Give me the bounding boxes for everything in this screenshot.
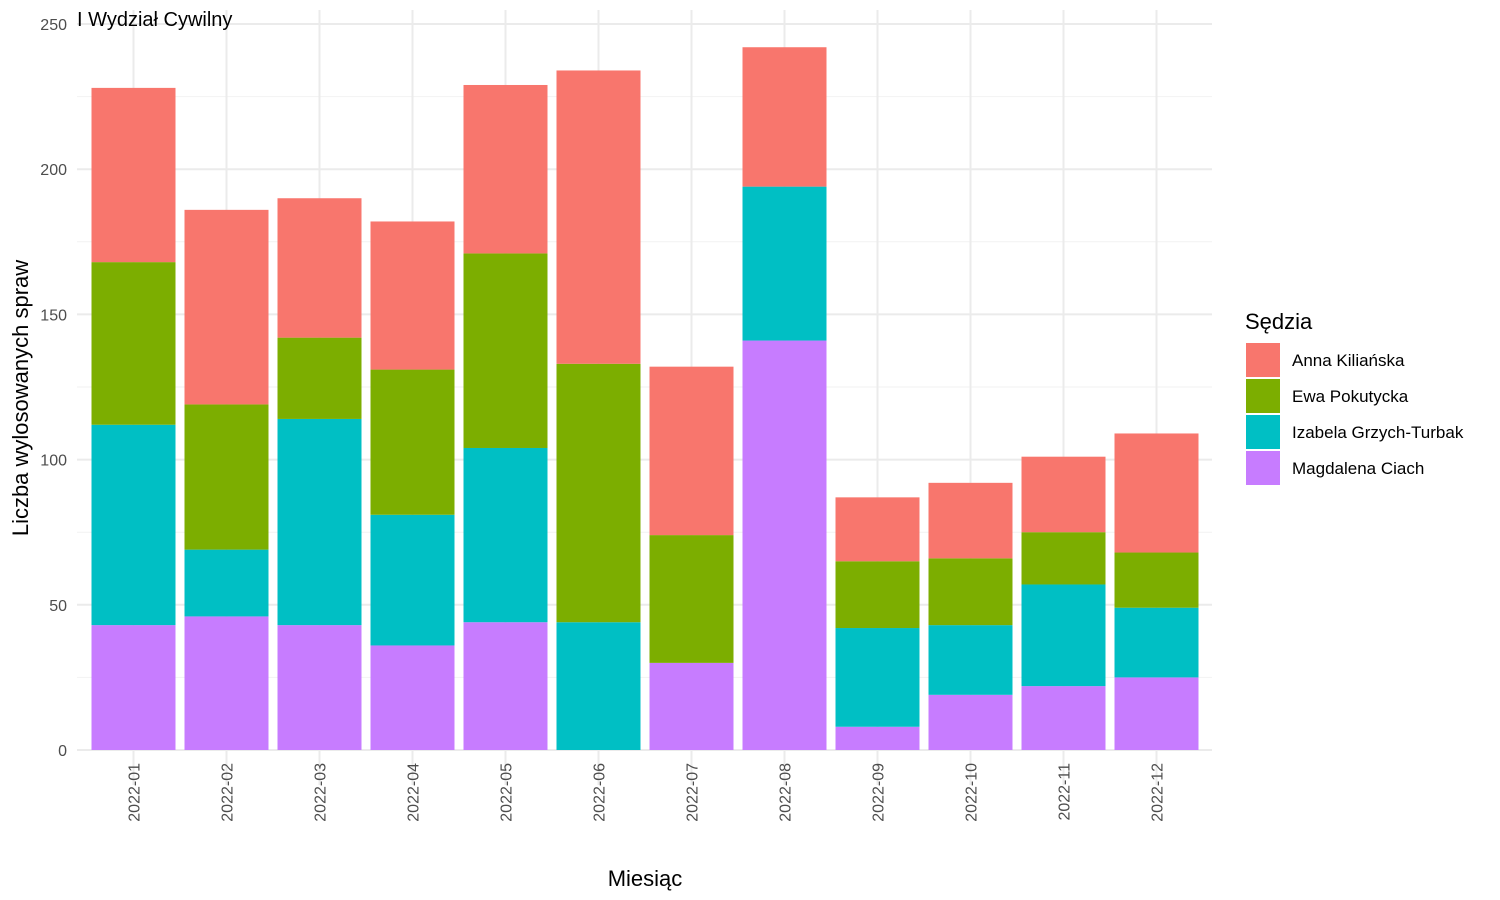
- x-tick-label: 2022-09: [871, 763, 888, 822]
- bar-segment: [649, 662, 734, 750]
- bar-segment: [184, 209, 269, 405]
- bar-segment: [1021, 456, 1106, 533]
- x-axis-title: Miesiąc: [608, 866, 683, 891]
- x-tick-label: 2022-12: [1150, 763, 1167, 822]
- legend-label: Ewa Pokutycka: [1292, 387, 1409, 406]
- x-tick-label: 2022-01: [127, 763, 144, 822]
- bars: [91, 47, 1199, 750]
- bar-segment: [370, 514, 455, 646]
- bar-segment: [649, 366, 734, 536]
- bar-segment: [835, 726, 920, 750]
- legend-label: Izabela Grzych-Turbak: [1292, 423, 1464, 442]
- bar-segment: [370, 221, 455, 370]
- bar-segment: [463, 622, 548, 750]
- bar-segment: [742, 186, 827, 341]
- bar-segment: [742, 47, 827, 187]
- bar-segment: [277, 625, 362, 750]
- bar-segment: [184, 549, 269, 617]
- bar-segment: [1114, 607, 1199, 678]
- bar-segment: [463, 447, 548, 623]
- bar-segment: [649, 535, 734, 663]
- x-tick-label: 2022-07: [685, 763, 702, 822]
- bar-segment: [277, 198, 362, 338]
- bar-segment: [91, 424, 176, 626]
- chart-title: I Wydział Cywilny: [77, 9, 232, 31]
- bar-segment: [928, 558, 1013, 626]
- bar-segment: [556, 70, 641, 364]
- y-tick-label: 50: [49, 598, 67, 615]
- x-tick-label: 2022-03: [313, 763, 330, 822]
- bar-segment: [1021, 532, 1106, 585]
- bar-segment: [1021, 584, 1106, 687]
- bar-segment: [463, 253, 548, 448]
- bar-segment: [835, 628, 920, 727]
- y-tick-label: 150: [40, 307, 67, 324]
- legend-label: Anna Kiliańska: [1292, 351, 1405, 370]
- bar-segment: [463, 84, 548, 254]
- bar-segment: [91, 625, 176, 750]
- legend: Sędzia Anna Kiliańska Ewa Pokutycka Izabel…: [1245, 309, 1464, 485]
- bar-segment: [91, 87, 176, 263]
- legend-title: Sędzia: [1245, 309, 1313, 334]
- bar-segment: [1114, 677, 1199, 750]
- bar-segment: [277, 337, 362, 419]
- bar-segment: [91, 262, 176, 425]
- y-tick-label: 250: [40, 17, 67, 34]
- bar-segment: [184, 616, 269, 750]
- y-axis-title: Liczba wylosowanych spraw: [8, 260, 33, 536]
- bar-segment: [277, 418, 362, 626]
- bar-segment: [928, 625, 1013, 695]
- legend-label: Magdalena Ciach: [1292, 459, 1424, 478]
- bar-segment: [928, 482, 1013, 559]
- legend-swatch: [1246, 415, 1280, 449]
- x-tick-label: 2022-06: [592, 763, 609, 822]
- y-axis-ticks: 0 50 100 150 200 250: [40, 17, 67, 760]
- bar-segment: [370, 645, 455, 750]
- x-tick-label: 2022-04: [406, 763, 423, 822]
- y-tick-label: 100: [40, 453, 67, 470]
- legend-swatch: [1246, 379, 1280, 413]
- bar-segment: [742, 340, 827, 750]
- x-tick-label: 2022-10: [964, 763, 981, 822]
- bar-segment: [835, 497, 920, 562]
- bar-segment: [1114, 552, 1199, 608]
- bar-segment: [556, 363, 641, 623]
- bar-segment: [928, 694, 1013, 750]
- bar-segment: [835, 561, 920, 629]
- legend-swatch: [1246, 343, 1280, 377]
- x-tick-label: 2022-11: [1057, 763, 1074, 821]
- bar-segment: [556, 622, 641, 750]
- legend-swatch: [1246, 451, 1280, 485]
- x-axis-ticks: 2022-01 2022-02 2022-03 2022-04 2022-05 2022-…: [127, 763, 1167, 822]
- bar-segment: [1021, 686, 1106, 750]
- bar-segment: [184, 404, 269, 550]
- bar-segment: [1114, 433, 1199, 553]
- x-tick-label: 2022-02: [220, 763, 237, 822]
- y-tick-label: 0: [58, 743, 67, 760]
- x-tick-label: 2022-05: [499, 763, 516, 822]
- y-tick-label: 200: [40, 162, 67, 179]
- bar-segment: [370, 369, 455, 515]
- x-tick-label: 2022-08: [778, 763, 795, 822]
